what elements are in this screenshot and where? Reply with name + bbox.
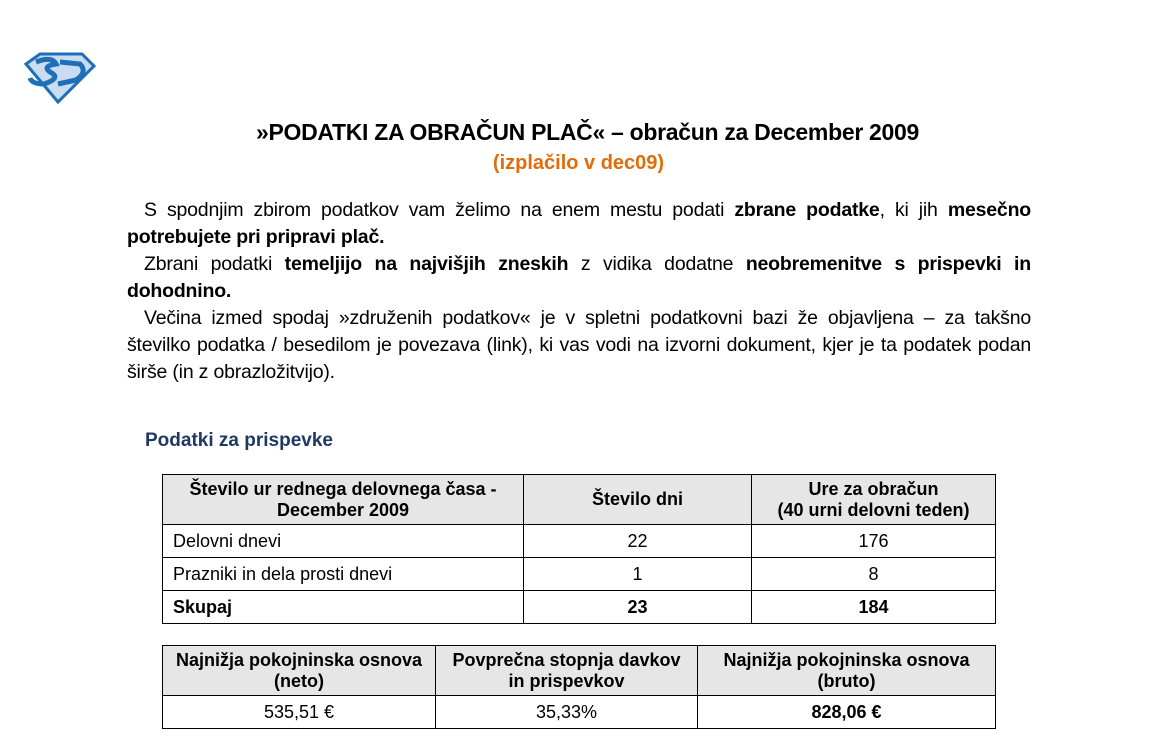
text-run: Večina izmed spodaj »združenih podatkov«… xyxy=(127,307,1031,383)
text-run: z vidika dodatne xyxy=(568,253,746,275)
text-run-bold: neobremenitve s prispevki in dohodnino. xyxy=(127,253,1031,302)
table-total-row: Skupaj 23 184 xyxy=(162,590,996,624)
table-cell: 23 xyxy=(523,590,752,624)
table-cell: 184 xyxy=(751,590,996,624)
text-run-bold: temeljijo na najvišjih zneskih xyxy=(284,253,569,275)
column-header: Povprečna stopnja davkov in prispevkov xyxy=(435,645,698,696)
table-cell: 828,06 € xyxy=(697,695,996,729)
column-header: Število ur rednega delovnega časa - Dece… xyxy=(162,474,524,525)
table-header-row: Število ur rednega delovnega časa - Dece… xyxy=(162,474,996,525)
column-header: Najnižja pokojninska osnova (bruto) xyxy=(697,645,996,696)
intro-text: S spodnjim zbirom podatkov vam želimo na… xyxy=(127,197,1031,386)
text-run: S spodnjim zbirom podatkov vam želimo na… xyxy=(144,199,735,221)
column-header: Ure za obračun (40 urni delovni teden) xyxy=(751,474,996,525)
intro-paragraph: Zbrani podatki temeljijo na najvišjih zn… xyxy=(127,251,1031,305)
table-cell: 8 xyxy=(751,557,996,591)
table-cell: Delovni dnevi xyxy=(162,524,524,558)
page-subtitle: (izplačilo v dec09) xyxy=(492,152,665,174)
table-row: 535,51 € 35,33% 828,06 € xyxy=(162,695,996,729)
table-cell: Skupaj xyxy=(162,590,524,624)
pension-base-table: Najnižja pokojninska osnova (neto) Povpr… xyxy=(162,645,996,729)
table-cell: 35,33% xyxy=(435,695,698,729)
text-run: Zbrani podatki xyxy=(144,253,285,275)
table-header-row: Najnižja pokojninska osnova (neto) Povpr… xyxy=(162,645,996,696)
table-cell: Prazniki in dela prosti dnevi xyxy=(162,557,524,591)
table-cell: 176 xyxy=(751,524,996,558)
table-cell: 535,51 € xyxy=(162,695,436,729)
text-run: , ki jih xyxy=(879,199,948,221)
company-logo xyxy=(23,52,96,104)
intro-paragraph: Večina izmed spodaj »združenih podatkov«… xyxy=(127,305,1031,386)
page-title: »PODATKI ZA OBRAČUN PLAČ« – obračun za D… xyxy=(255,119,920,145)
text-run-bold: zbrane podatke xyxy=(734,199,880,221)
table-cell: 22 xyxy=(523,524,752,558)
column-header: Najnižja pokojninska osnova (neto) xyxy=(162,645,436,696)
intro-paragraph: S spodnjim zbirom podatkov vam želimo na… xyxy=(127,197,1031,251)
section-heading: Podatki za prispevke xyxy=(145,430,333,451)
table-row: Prazniki in dela prosti dnevi 1 8 xyxy=(162,557,996,591)
text-run-bold: mesečno potrebujete pri pripravi plač. xyxy=(127,199,1032,248)
column-header: Število dni xyxy=(523,474,752,525)
table-cell: 1 xyxy=(523,557,752,591)
table-row: Delovni dnevi 22 176 xyxy=(162,524,996,558)
working-hours-table: Število ur rednega delovnega časa - Dece… xyxy=(162,474,996,624)
